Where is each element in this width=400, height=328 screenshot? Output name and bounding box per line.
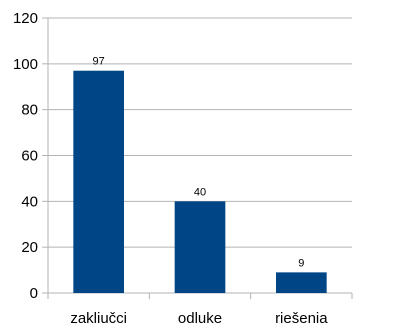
- y-tick-label: 20: [21, 239, 38, 256]
- x-tick-label: zaključci: [70, 310, 127, 323]
- data-label: 40: [194, 186, 206, 198]
- data-label: 9: [298, 257, 304, 269]
- y-tick-label: 80: [21, 102, 38, 119]
- y-tick-label: 40: [21, 193, 38, 210]
- bar: [276, 272, 327, 293]
- axes: [42, 17, 353, 299]
- x-tick-label: rješenja: [275, 310, 328, 323]
- bar: [174, 201, 226, 293]
- bar: [73, 70, 124, 293]
- y-tick-label: 60: [21, 148, 38, 165]
- y-tick-label: 100: [13, 56, 38, 73]
- x-tick-label: odluke: [178, 310, 222, 323]
- bars: [73, 70, 327, 293]
- y-tick-label: 120: [13, 10, 38, 27]
- y-tick-label: 0: [30, 285, 38, 302]
- data-label: 97: [93, 56, 105, 68]
